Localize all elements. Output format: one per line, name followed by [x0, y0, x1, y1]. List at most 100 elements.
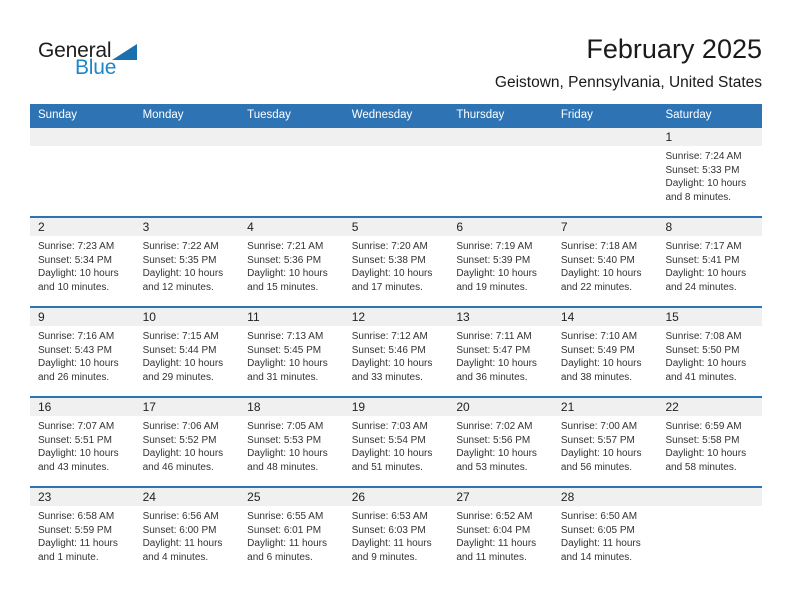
day-detail-line: Sunrise: 7:02 AM [456, 421, 533, 432]
day-detail-line: Sunset: 5:57 PM [560, 434, 635, 446]
day-details: Sunrise: 7:18 AM Sunset: 5:40 PM Daylight:… [553, 236, 658, 294]
day-detail-line: and 29 minutes. [142, 371, 214, 383]
day-details: Sunrise: 7:03 AM Sunset: 5:54 PM Daylight:… [344, 416, 449, 474]
day-cell-12: 12 Sunrise: 7:12 AM Sunset: 5:46 PM Dayligh… [343, 308, 449, 396]
day-detail-line: Daylight: 10 hours [456, 358, 537, 369]
day-cell-13: 13 Sunrise: 7:11 AM Sunset: 5:47 PM Dayligh… [448, 308, 553, 396]
day-cell-empty [239, 128, 344, 216]
day-cell-empty [448, 128, 553, 216]
day-details: Sunrise: 7:00 AM Sunset: 5:57 PM Daylight:… [553, 416, 658, 474]
day-number: 27 [448, 488, 553, 506]
day-number [448, 128, 553, 146]
day-detail-line: Sunset: 5:56 PM [456, 434, 531, 446]
day-detail-line: Daylight: 10 hours [456, 268, 537, 279]
logo-text-blue: Blue [75, 56, 117, 79]
day-number: 16 [30, 398, 135, 416]
day-detail-line: and 58 minutes. [665, 461, 737, 473]
day-detail-line: Daylight: 10 hours [142, 448, 224, 459]
day-details: Sunrise: 6:50 AM Sunset: 6:05 PM Daylight:… [553, 506, 658, 564]
day-detail-line: Daylight: 10 hours [456, 448, 537, 459]
day-detail-line: Daylight: 11 hours [142, 538, 223, 549]
day-cell-3: 3 Sunrise: 7:22 AM Sunset: 5:35 PM Daylight… [134, 218, 240, 306]
weekday-header-thursday: Thursday [456, 109, 505, 121]
weekday-header-monday: Monday [142, 109, 184, 121]
day-number: 13 [448, 308, 553, 326]
day-detail-line: Daylight: 11 hours [560, 538, 641, 549]
day-detail-line: and 43 minutes. [38, 461, 110, 473]
weekday-header-saturday: Saturday [665, 109, 712, 121]
day-detail-line: Daylight: 10 hours [665, 448, 747, 459]
day-detail-line: Sunrise: 7:16 AM [38, 331, 115, 342]
day-detail-line: Daylight: 10 hours [38, 268, 119, 279]
weekday-header-friday: Friday [560, 109, 593, 121]
day-number: 18 [239, 398, 344, 416]
day-detail-line: Sunset: 5:49 PM [560, 344, 635, 356]
day-number: 6 [448, 218, 553, 236]
day-detail-line: Sunrise: 7:07 AM [38, 421, 115, 432]
day-cell-27: 27 Sunrise: 6:52 AM Sunset: 6:04 PM Dayligh… [448, 488, 553, 576]
week-row: 1 Sunrise: 7:24 AM Sunset: 5:33 PM Daylight… [30, 126, 763, 216]
day-detail-line: Sunrise: 7:23 AM [38, 241, 115, 252]
day-detail-line: Daylight: 10 hours [560, 358, 642, 369]
day-number [657, 488, 763, 506]
day-cell-18: 18 Sunrise: 7:05 AM Sunset: 5:53 PM Dayligh… [239, 398, 344, 486]
day-number: 8 [657, 218, 763, 236]
day-number [239, 128, 344, 146]
day-number: 7 [552, 218, 658, 236]
day-cell-empty [343, 128, 449, 216]
day-number [343, 128, 449, 146]
day-details: Sunrise: 7:08 AM Sunset: 5:50 PM Daylight:… [657, 326, 762, 384]
day-detail-line: Daylight: 10 hours [247, 358, 328, 369]
day-detail-line: Sunrise: 7:12 AM [351, 331, 428, 342]
day-cell-19: 19 Sunrise: 7:03 AM Sunset: 5:54 PM Dayligh… [343, 398, 449, 486]
day-detail-line: Sunrise: 7:13 AM [247, 331, 324, 342]
day-number: 15 [657, 308, 763, 326]
day-detail-line: Daylight: 10 hours [247, 268, 328, 279]
day-number: 19 [343, 398, 449, 416]
day-detail-line: and 15 minutes. [247, 281, 319, 293]
day-details: Sunrise: 7:05 AM Sunset: 5:53 PM Daylight:… [239, 416, 344, 474]
day-details: Sunrise: 7:13 AM Sunset: 5:45 PM Daylight:… [239, 326, 344, 384]
day-detail-line: and 41 minutes. [665, 371, 737, 383]
day-cell-15: 15 Sunrise: 7:08 AM Sunset: 5:50 PM Dayligh… [657, 308, 763, 396]
day-detail-line: Sunrise: 6:52 AM [456, 511, 533, 522]
day-detail-line: Daylight: 10 hours [142, 358, 224, 369]
logo-text-general: General [38, 39, 112, 62]
day-cell-11: 11 Sunrise: 7:13 AM Sunset: 5:45 PM Dayligh… [239, 308, 344, 396]
day-detail-line: Sunrise: 7:21 AM [247, 241, 324, 252]
day-detail-line: Sunrise: 6:55 AM [247, 511, 324, 522]
day-details: Sunrise: 7:11 AM Sunset: 5:47 PM Daylight:… [448, 326, 553, 384]
day-detail-line: Daylight: 10 hours [351, 358, 433, 369]
day-details: Sunrise: 6:53 AM Sunset: 6:03 PM Daylight:… [344, 506, 449, 564]
day-number: 26 [343, 488, 449, 506]
day-detail-line: Daylight: 11 hours [38, 538, 118, 549]
day-detail-line: Sunrise: 7:24 AM [665, 151, 742, 162]
day-cell-16: 16 Sunrise: 7:07 AM Sunset: 5:51 PM Dayligh… [30, 398, 135, 486]
day-detail-line: and 56 minutes. [560, 461, 633, 473]
day-number: 3 [134, 218, 240, 236]
day-detail-line: Sunset: 6:03 PM [351, 524, 426, 536]
day-detail-line: and 10 minutes. [38, 281, 110, 293]
day-cell-7: 7 Sunrise: 7:18 AM Sunset: 5:40 PM Daylight… [552, 218, 658, 306]
day-detail-line: Sunset: 5:46 PM [351, 344, 426, 356]
calendar-header: February 2025 Geistown, Pennsylvania, Un… [495, 34, 762, 92]
day-detail-line: Daylight: 10 hours [351, 268, 433, 279]
day-details: Sunrise: 6:52 AM Sunset: 6:04 PM Daylight:… [448, 506, 553, 564]
day-detail-line: Sunrise: 6:56 AM [142, 511, 219, 522]
day-detail-line: Daylight: 11 hours [351, 538, 432, 549]
day-detail-line: Sunset: 5:51 PM [38, 434, 112, 446]
day-cell-17: 17 Sunrise: 7:06 AM Sunset: 5:52 PM Dayligh… [134, 398, 240, 486]
day-detail-line: Sunset: 5:54 PM [351, 434, 426, 446]
day-detail-line: Sunrise: 7:19 AM [456, 241, 533, 252]
day-number: 21 [552, 398, 658, 416]
day-detail-line: and 19 minutes. [456, 281, 528, 293]
day-details: Sunrise: 6:59 AM Sunset: 5:58 PM Daylight:… [657, 416, 762, 474]
day-detail-line: Sunset: 5:36 PM [247, 254, 322, 266]
day-detail-line: Sunset: 5:50 PM [665, 344, 740, 356]
day-detail-line: Sunset: 5:33 PM [665, 164, 740, 176]
day-detail-line: Daylight: 10 hours [560, 268, 642, 279]
day-detail-line: Sunrise: 7:03 AM [351, 421, 428, 432]
day-detail-line: and 11 minutes. [456, 551, 527, 563]
calendar-grid: Sunday Monday Tuesday Wednesday Thursday… [30, 104, 763, 576]
day-number: 1 [657, 128, 763, 146]
